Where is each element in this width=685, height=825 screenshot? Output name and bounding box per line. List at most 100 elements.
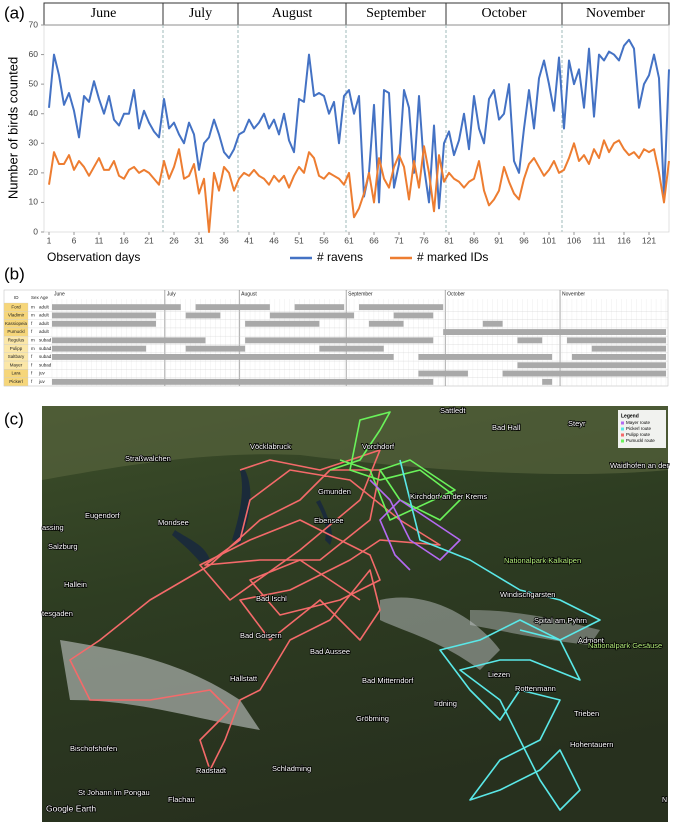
- place: Waidhofen an der: [610, 461, 669, 470]
- place: Vöcklabruck: [250, 442, 291, 451]
- panel-label: (a): [4, 3, 25, 22]
- presence-block: [542, 378, 553, 385]
- month-label: October: [481, 6, 526, 21]
- x-tick-label: 36: [219, 235, 229, 245]
- bird-sex: m: [31, 338, 35, 343]
- place: St Johann im Pongau: [78, 788, 150, 797]
- presence-block: [571, 354, 666, 360]
- place: Windischgarsten: [500, 590, 555, 599]
- place: Vorchdorf: [362, 442, 395, 451]
- legend-entry: Pulipp route: [626, 432, 651, 437]
- presence-block: [52, 312, 156, 319]
- bird-id: Pulipp: [10, 346, 23, 351]
- presence-block: [418, 354, 553, 360]
- bird-sex: f: [31, 371, 33, 376]
- legend-label: # marked IDs: [417, 250, 488, 264]
- place: Hohentauern: [570, 740, 613, 749]
- presence-block: [443, 329, 666, 335]
- place: Salzburg: [48, 542, 78, 551]
- place: Rottenmann: [515, 684, 556, 693]
- place: Nationalpark Gesäuse: [588, 641, 662, 650]
- bird-id: Pickerl: [9, 379, 23, 384]
- panel-c: Legend Mayer route Pickerl route Pulipp …: [41, 405, 670, 822]
- x-tick-label: 121: [642, 235, 656, 245]
- panel-label: (b): [4, 264, 25, 283]
- place: Bad Mitterndorf: [362, 676, 414, 685]
- x-axis-title: Observation days: [47, 250, 140, 264]
- place: Gröbming: [356, 714, 389, 723]
- bird-age: juv: [38, 379, 46, 384]
- place: Bad Goisern: [240, 631, 282, 640]
- x-tick-label: 106: [567, 235, 581, 245]
- place: Admont: [578, 636, 605, 645]
- place: assing: [42, 523, 64, 532]
- month-label: August: [272, 6, 313, 21]
- x-tick-label: 86: [469, 235, 479, 245]
- place: Schladming: [272, 764, 311, 773]
- y-tick-label: 10: [29, 197, 39, 207]
- x-tick-label: 1: [47, 235, 52, 245]
- bird-age: subad: [39, 346, 52, 351]
- snow: [60, 640, 260, 730]
- presence-block: [52, 354, 394, 360]
- month-label: September: [366, 6, 426, 21]
- bird-id: Kassiopeia: [5, 321, 28, 326]
- place: Eugendorf: [85, 511, 121, 520]
- legend-swatch: [621, 433, 624, 437]
- legend-entry: Mayer route: [626, 420, 651, 425]
- presence-block: [591, 345, 666, 352]
- bird-age: adult: [39, 304, 50, 309]
- presence-block: [319, 345, 384, 352]
- x-tick-label: 41: [244, 235, 254, 245]
- legend-swatch: [621, 439, 624, 443]
- bird-sex: f: [31, 362, 33, 367]
- x-tick-label: 76: [419, 235, 429, 245]
- y-tick-label: 60: [29, 49, 39, 59]
- bird-id: Pumuckl: [7, 329, 24, 334]
- table-header: Age: [40, 295, 49, 300]
- x-tick-label: 61: [344, 235, 354, 245]
- legend-swatch: [621, 421, 624, 425]
- map-background: [42, 406, 668, 822]
- bird-sex: m: [31, 304, 35, 309]
- north-arrow: N: [662, 797, 667, 804]
- presence-block: [482, 320, 503, 327]
- x-tick-label: 91: [494, 235, 504, 245]
- legend-title: Legend: [621, 413, 639, 419]
- place: Mondsee: [158, 518, 189, 527]
- y-tick-label: 40: [29, 108, 39, 118]
- presence-block: [52, 320, 156, 327]
- place: Irdning: [434, 699, 457, 708]
- presence-block: [245, 337, 434, 344]
- place: Flachau: [168, 795, 195, 804]
- table-month: October: [447, 291, 465, 297]
- plot-frame: [43, 24, 670, 233]
- snow: [380, 597, 500, 670]
- x-tick-label: 26: [169, 235, 179, 245]
- presence-block: [52, 378, 434, 385]
- place: Straßwalchen: [125, 454, 171, 463]
- panel-b: ID Sex Age June July August September October No…: [3, 289, 669, 387]
- bird-id: Vladimir: [8, 313, 25, 318]
- bird-age: adult: [39, 329, 50, 334]
- presence-block: [517, 362, 666, 369]
- bird-age: juv: [38, 371, 46, 376]
- table-month: August: [241, 291, 257, 297]
- x-tick-label: 81: [444, 235, 454, 245]
- panel-a: Number of birds counted Observation days…: [5, 2, 670, 264]
- y-tick-label: 20: [29, 167, 39, 177]
- presence-block: [368, 320, 404, 327]
- track: [69, 469, 441, 771]
- x-tick-label: 56: [319, 235, 329, 245]
- table-month: November: [562, 291, 585, 297]
- legend-label: # ravens: [317, 250, 363, 264]
- table-header: ID: [14, 295, 19, 300]
- bird-sex: f: [31, 354, 33, 359]
- y-tick-label: 30: [29, 138, 39, 148]
- x-tick-label: 101: [542, 235, 556, 245]
- x-tick-label: 21: [144, 235, 154, 245]
- presence-block: [185, 312, 221, 319]
- x-tick-label: 116: [617, 235, 631, 245]
- presence-block: [359, 304, 444, 311]
